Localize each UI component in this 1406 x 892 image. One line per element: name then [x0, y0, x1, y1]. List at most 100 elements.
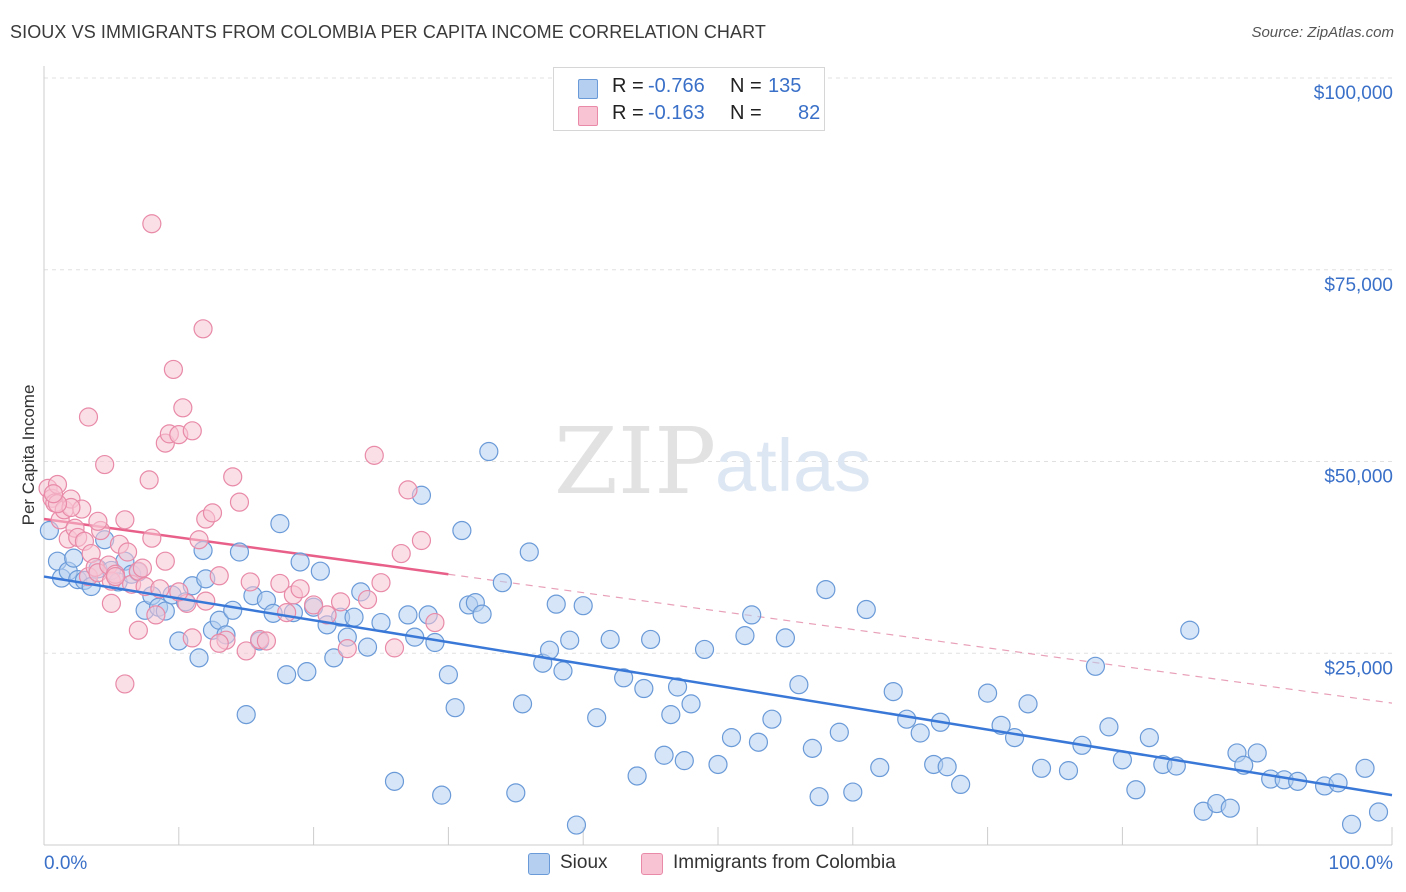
sioux-point [870, 757, 890, 778]
colombia-point [277, 602, 297, 623]
sioux-point [229, 542, 250, 562]
sioux-point [438, 665, 458, 685]
correlation-legend: R = -0.766 N = 135 R = -0.163 N = 82 [553, 67, 825, 131]
y-tick-labels: $25,000 $50,000 $75,000 $100,000 [1314, 83, 1393, 679]
trend-line-sioux [43, 575, 1393, 797]
sioux-point [742, 605, 762, 625]
sioux-point [357, 637, 378, 657]
sioux-point [1004, 728, 1025, 748]
colombia-point [371, 573, 391, 593]
sioux-point [573, 596, 593, 616]
sioux-point [1328, 773, 1348, 793]
sioux-point [802, 738, 822, 758]
y-tick-label: $75,000 [1324, 275, 1393, 296]
sioux-point [587, 708, 607, 728]
sioux-point [809, 787, 829, 807]
source-label: Source: ZipAtlas.com [1251, 24, 1394, 41]
sioux-point [479, 441, 499, 462]
colombia-point [240, 572, 260, 592]
colombia-point [105, 566, 126, 587]
colombia-point [139, 470, 159, 490]
colombia-points [38, 214, 445, 694]
sioux-point [1018, 694, 1038, 714]
legend-r-label: R = [612, 75, 644, 97]
colombia-point [337, 639, 357, 659]
sioux-point [566, 815, 587, 835]
y-tick-label: $25,000 [1324, 658, 1393, 679]
legend-swatch-sioux [528, 853, 550, 875]
sioux-point [425, 632, 445, 653]
sioux-point [1341, 814, 1362, 834]
sioux-point [546, 594, 566, 614]
sioux-point [492, 573, 512, 593]
colombia-point [189, 530, 209, 550]
legend-label-colombia: Immigrants from Colombia [673, 852, 896, 873]
sioux-point [1126, 780, 1146, 800]
sioux-point [344, 607, 364, 627]
legend-n-value: 135 [768, 75, 802, 97]
watermark-atlas: atlas [715, 424, 871, 507]
sioux-point [223, 600, 243, 620]
colombia-point [169, 582, 189, 602]
sioux-point [1085, 656, 1106, 676]
legend-n-label: N = [730, 75, 762, 97]
sioux-point [290, 552, 310, 572]
sioux-point [560, 630, 580, 650]
sioux-point [189, 648, 209, 668]
sioux-point [310, 561, 330, 581]
sioux-point [1031, 758, 1052, 778]
sioux-point [654, 745, 674, 765]
sioux-point [829, 722, 849, 742]
sioux-point [883, 681, 903, 702]
gridlines [44, 77, 1392, 654]
colombia-point [425, 612, 445, 633]
sioux-point [735, 626, 755, 646]
sioux-point [1220, 798, 1240, 818]
colombia-point [101, 593, 122, 613]
legend-swatch-colombia [641, 853, 663, 875]
sioux-point [384, 771, 405, 791]
sioux-point [64, 548, 84, 568]
sioux-point [748, 732, 769, 752]
sioux-point [1139, 728, 1159, 748]
sioux-point [1180, 620, 1200, 640]
legend-r-value: -0.766 [648, 75, 705, 97]
x-tick-labels: 0.0% 100.0% [44, 853, 1393, 874]
colombia-point [142, 214, 162, 234]
sioux-point [277, 665, 297, 685]
colombia-point [117, 542, 138, 562]
colombia-point [223, 467, 243, 487]
sioux-point [843, 782, 863, 802]
colombia-point [411, 530, 432, 551]
sioux-point [1058, 761, 1079, 781]
sioux-point [681, 694, 701, 714]
sioux-point [951, 774, 971, 795]
colombia-point [128, 620, 148, 640]
colombia-point [163, 359, 184, 380]
sioux-point [445, 698, 465, 718]
colombia-point [256, 631, 277, 651]
watermark-zip: ZIP [554, 408, 716, 515]
colombia-point [304, 595, 324, 615]
colombia-point [193, 319, 213, 339]
colombia-point [398, 480, 418, 500]
sioux-point [640, 629, 661, 650]
legend-swatch-sioux [578, 79, 598, 99]
sioux-point [432, 785, 452, 805]
legend-r-label: R = [612, 102, 644, 124]
sioux-point [398, 605, 418, 625]
y-tick-label: $100,000 [1314, 83, 1393, 104]
colombia-point [357, 589, 378, 610]
colombia-point [182, 421, 202, 441]
sioux-point [721, 728, 742, 748]
colombia-point [182, 628, 202, 648]
legend-r-value: -0.163 [648, 102, 705, 124]
sioux-point [1355, 758, 1375, 778]
watermark: ZIP atlas [554, 408, 871, 515]
colombia-point [330, 592, 351, 612]
sioux-point [775, 628, 796, 648]
sioux-point [519, 542, 539, 562]
sioux-point [1099, 717, 1119, 737]
colombia-point [95, 454, 115, 475]
